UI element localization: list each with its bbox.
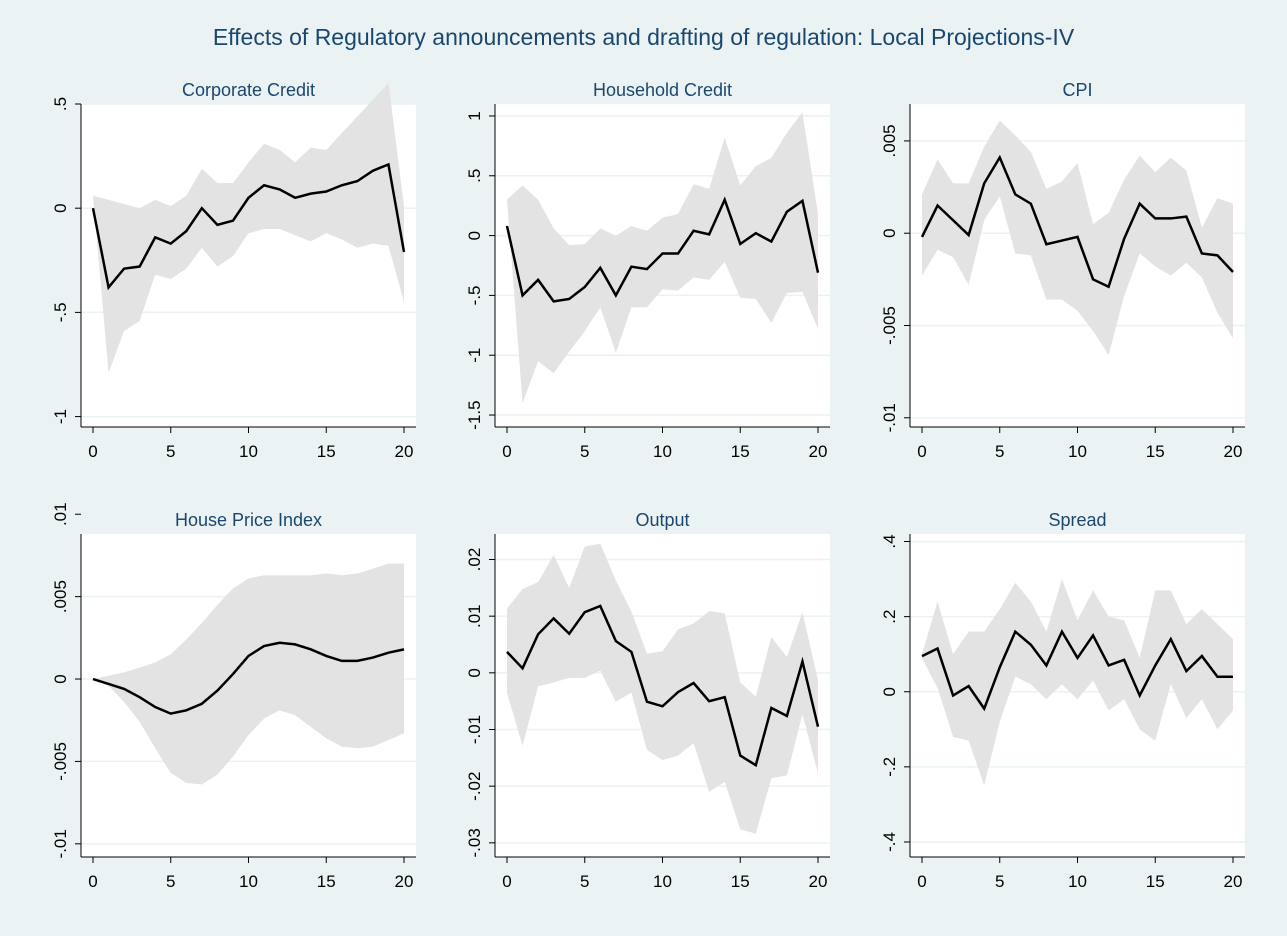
confidence-band bbox=[93, 563, 404, 785]
x-tick-label: 0 bbox=[917, 872, 926, 891]
y-tick-label: 0 bbox=[51, 674, 70, 683]
x-tick-label: 10 bbox=[653, 442, 672, 461]
y-tick-label: -.02 bbox=[465, 772, 484, 801]
y-tick-label: -.03 bbox=[465, 828, 484, 857]
response-line bbox=[506, 604, 820, 768]
y-tick-label: .5 bbox=[51, 97, 70, 111]
y-tick-label: .5 bbox=[465, 169, 484, 183]
panel-title: Corporate Credit bbox=[182, 80, 315, 100]
y-tick-label: .005 bbox=[51, 580, 70, 613]
y-tick-label: .2 bbox=[880, 610, 899, 624]
y-tick-label: .01 bbox=[51, 502, 70, 526]
y-tick-label: -.01 bbox=[465, 715, 484, 744]
x-tick-label: 0 bbox=[88, 442, 97, 461]
panel-3: -.01 -.005 0 .005 0 5 10 15 20 CPI bbox=[880, 80, 1245, 461]
y-tick-label: -.005 bbox=[880, 306, 899, 345]
x-tick-label: 20 bbox=[395, 872, 414, 891]
x-tick-label: 15 bbox=[731, 442, 750, 461]
x-tick-label: 15 bbox=[1146, 872, 1165, 891]
y-tick-label: -.4 bbox=[880, 832, 899, 852]
x-tick-label: 5 bbox=[580, 442, 589, 461]
response-line bbox=[91, 162, 406, 291]
confidence-band bbox=[93, 83, 404, 373]
y-tick-label: -1 bbox=[465, 348, 484, 363]
x-tick-label: 10 bbox=[653, 872, 672, 891]
y-tick-label: -.01 bbox=[880, 403, 899, 432]
y-tick-label: 0 bbox=[465, 231, 484, 240]
x-tick-label: 15 bbox=[731, 872, 750, 891]
x-tick-label: 0 bbox=[502, 442, 511, 461]
y-tick-label: -.2 bbox=[880, 757, 899, 777]
x-tick-label: 5 bbox=[580, 872, 589, 891]
panel-5: -.03 -.02 -.01 0 .01 .02 0 5 10 15 20 Output bbox=[465, 510, 830, 891]
y-tick-label: 0 bbox=[880, 228, 899, 237]
panel-title: Output bbox=[635, 510, 689, 530]
panel-title: House Price Index bbox=[175, 510, 322, 530]
response-line bbox=[920, 154, 1234, 289]
x-tick-label: 20 bbox=[395, 442, 414, 461]
x-tick-label: 10 bbox=[1068, 872, 1087, 891]
x-tick-label: 15 bbox=[317, 442, 336, 461]
y-tick-label: .005 bbox=[880, 124, 899, 157]
confidence-band bbox=[922, 579, 1233, 786]
figure-title: Effects of Regulatory announcements and … bbox=[212, 24, 1075, 50]
panel-4: -.01 -.005 0 .005 .01 0 5 10 15 20 House Price Ind… bbox=[51, 502, 416, 891]
x-tick-label: 15 bbox=[317, 872, 336, 891]
x-tick-label: 10 bbox=[239, 872, 258, 891]
panel-title: Household Credit bbox=[593, 80, 732, 100]
x-tick-label: 15 bbox=[1146, 442, 1165, 461]
x-tick-label: 0 bbox=[88, 872, 97, 891]
x-tick-label: 20 bbox=[1224, 442, 1243, 461]
y-tick-label: .02 bbox=[465, 548, 484, 572]
x-tick-label: 20 bbox=[1224, 872, 1243, 891]
x-tick-label: 10 bbox=[239, 442, 258, 461]
x-tick-label: 20 bbox=[809, 872, 828, 891]
x-tick-label: 20 bbox=[809, 442, 828, 461]
response-line bbox=[92, 641, 405, 715]
y-tick-label: 0 bbox=[51, 203, 70, 212]
response-line bbox=[921, 628, 1233, 712]
y-tick-label: -1 bbox=[51, 409, 70, 424]
y-tick-label: 0 bbox=[880, 687, 899, 696]
y-tick-label: 1 bbox=[465, 111, 484, 120]
y-tick-label: -.01 bbox=[51, 829, 70, 858]
panel-6: -.4 -.2 0 .2 .4 0 5 10 15 20 Spread bbox=[880, 510, 1245, 891]
confidence-band bbox=[507, 543, 818, 834]
y-tick-label: .01 bbox=[465, 604, 484, 628]
confidence-band bbox=[507, 112, 818, 404]
x-tick-label: 0 bbox=[502, 872, 511, 891]
panel-title: CPI bbox=[1062, 80, 1092, 100]
y-tick-label: 0 bbox=[465, 668, 484, 677]
panel-1: -1 -.5 0 .5 0 5 10 15 20 Corporate Credit bbox=[51, 80, 416, 461]
y-tick-label: -1.5 bbox=[465, 400, 484, 429]
y-tick-label: .4 bbox=[880, 534, 899, 548]
y-tick-label: -.5 bbox=[465, 285, 484, 305]
response-line bbox=[505, 196, 820, 303]
y-tick-label: -.005 bbox=[51, 742, 70, 781]
x-tick-label: 10 bbox=[1068, 442, 1087, 461]
x-tick-label: 5 bbox=[166, 872, 175, 891]
x-tick-label: 5 bbox=[995, 872, 1004, 891]
y-tick-label: -.5 bbox=[51, 302, 70, 322]
x-tick-label: 0 bbox=[917, 442, 926, 461]
panel-title: Spread bbox=[1048, 510, 1106, 530]
x-tick-label: 5 bbox=[995, 442, 1004, 461]
x-tick-label: 5 bbox=[166, 442, 175, 461]
